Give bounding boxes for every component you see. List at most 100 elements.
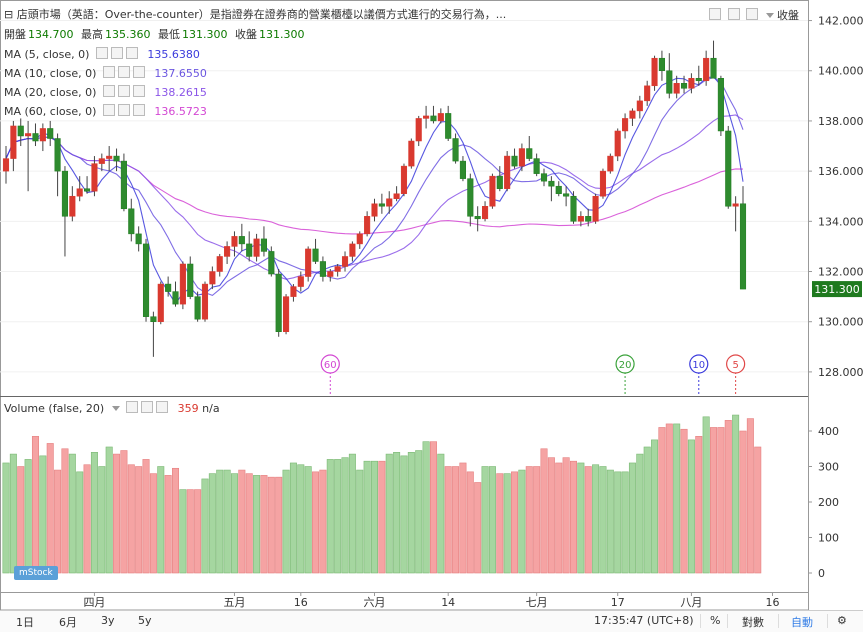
visibility-mini-icon[interactable] [110,47,123,59]
percent-toggle[interactable]: % [710,614,721,627]
settings-mini-icon[interactable] [102,104,115,116]
period-marker-label: 10 [692,360,705,371]
candle-body [238,236,245,245]
volume-bar [98,466,106,574]
ma-legend-10[interactable]: MA (10, close, 0) 137.6550 [4,66,207,82]
visibility-mini-icon[interactable] [727,8,740,20]
time-tick-label: 17 [611,596,625,609]
close-mini-icon[interactable] [746,8,758,20]
candle-body [349,243,356,257]
period-marker-circle [615,354,635,374]
close-mini-icon[interactable] [132,66,145,78]
chart-title-text: 店頭市場（英語：Over-the-counter）是指證券在證券商的營業櫃檯以議… [16,8,507,21]
volume-bar [230,473,238,574]
volume-tick-label: 200 [818,496,839,509]
volume-bar [511,471,519,574]
candle-body [482,206,489,220]
visibility-mini-icon[interactable] [117,85,130,97]
dropdown-icon[interactable] [111,406,120,411]
volume-bar [46,443,54,574]
candle-body [607,155,614,172]
candle-body [290,286,297,297]
volume-bar [621,471,629,574]
settings-mini-icon[interactable] [102,66,115,78]
collapse-title-icon[interactable]: ⊟ [4,8,14,21]
close-mini-icon[interactable] [156,401,169,413]
candle-body [253,238,260,257]
visibility-mini-icon[interactable] [117,66,130,78]
candle-body [356,233,363,245]
dropdown-icon[interactable] [765,13,774,18]
auto-scale-toggle[interactable]: 自動 [791,616,813,629]
candle-body [533,158,540,174]
candle-body [732,203,739,207]
visibility-mini-icon[interactable] [117,104,130,116]
candle-body [297,276,304,287]
price-tick-label: 142.000 [818,15,863,28]
range-3y-button[interactable]: 3y [101,614,115,627]
volume-bar [135,466,143,574]
ma-legend-5[interactable]: MA (5, close, 0) 135.6380 [4,47,200,63]
volume-bar [378,460,386,574]
settings-mini-icon[interactable] [95,47,108,59]
volume-bar [437,453,445,574]
candle-body [592,195,599,222]
volume-bar [105,446,113,574]
time-tick-label: 七月 [526,596,548,609]
volume-legend-na: n/a [202,402,220,415]
candle-body [216,256,223,272]
close-mini-icon[interactable] [132,85,145,97]
volume-bar [260,475,268,574]
volume-bar [334,459,342,574]
candle-body [371,203,378,217]
time-tick-label: 五月 [223,596,245,609]
candle-body [17,125,24,137]
candle-body [430,115,437,122]
range-5y-button[interactable]: 5y [138,614,152,627]
volume-bar [297,464,305,574]
candle-body [47,128,54,139]
candle-body [69,195,76,217]
volume-bar [304,466,312,574]
volume-bar [223,469,231,574]
ma-legend-60[interactable]: MA (60, close, 0) 136.5723 [4,104,207,120]
price-tick-label: 140.000 [818,65,863,78]
candle-body [327,271,334,277]
candle-body [629,110,636,119]
volume-bar [695,436,703,574]
candle-body [452,138,459,162]
volume-bar [289,462,297,574]
price-tick-label: 136.000 [818,165,863,178]
volume-bar [592,464,600,574]
candle-body [474,216,481,220]
candle-body [710,57,717,79]
ma-legend-value: 138.2615 [154,86,207,99]
candle-body [231,236,238,247]
close-mini-icon[interactable] [132,104,145,116]
candle-body [666,70,673,94]
ma-10-line [5,76,744,297]
candle-body [106,155,113,159]
candle-body [157,283,164,322]
volume-legend[interactable]: Volume (false, 20) 359 n/a [4,401,220,417]
range-1d-button[interactable]: 1日 [16,616,34,629]
volume-bar [17,466,25,574]
period-marker-circle [726,354,746,374]
settings-mini-icon[interactable] [709,8,721,20]
candle-body [142,243,150,317]
close-value: 131.300 [259,28,305,41]
settings-mini-icon[interactable] [102,85,115,97]
range-6m-button[interactable]: 6月 [59,616,77,629]
settings-mini-icon[interactable] [126,401,139,413]
ma-legend-20[interactable]: MA (20, close, 0) 138.2615 [4,85,207,101]
log-scale-toggle[interactable]: 對數 [742,616,764,629]
visibility-mini-icon[interactable] [141,401,154,413]
period-marker-label: 20 [619,360,632,371]
volume-bar [356,469,364,574]
settings-gear-icon[interactable]: ⚙ [837,614,847,627]
close-mini-icon[interactable] [125,47,138,59]
candle-body [283,296,290,332]
collapse-label[interactable]: 收盤 [777,9,799,22]
time-tick-label: 八月 [680,596,702,609]
